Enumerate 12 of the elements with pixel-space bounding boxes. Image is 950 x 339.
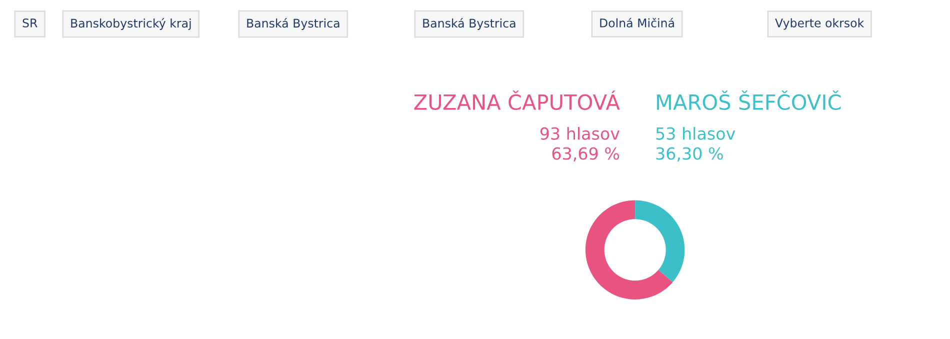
text: SR xyxy=(22,18,38,28)
data-label: 93 hlasov 63,69 % xyxy=(540,126,620,162)
slice-label: MAROŠ ŠEFČOVIČ xyxy=(657,90,841,110)
donut-slice xyxy=(585,200,673,300)
text: Banskobystrický kraj xyxy=(71,18,191,30)
donut-slice xyxy=(635,200,685,282)
text: Banská Bystrica xyxy=(423,18,516,30)
text: Banská Bystrica xyxy=(247,18,340,30)
slice-label: ZUZANA ČAPUTOVÁ xyxy=(414,90,620,110)
data-label: 53 hlasov 36,30 % xyxy=(656,126,736,162)
text: Dolná Mičiná xyxy=(600,18,674,28)
text: Vyberte okrsok xyxy=(775,18,864,30)
